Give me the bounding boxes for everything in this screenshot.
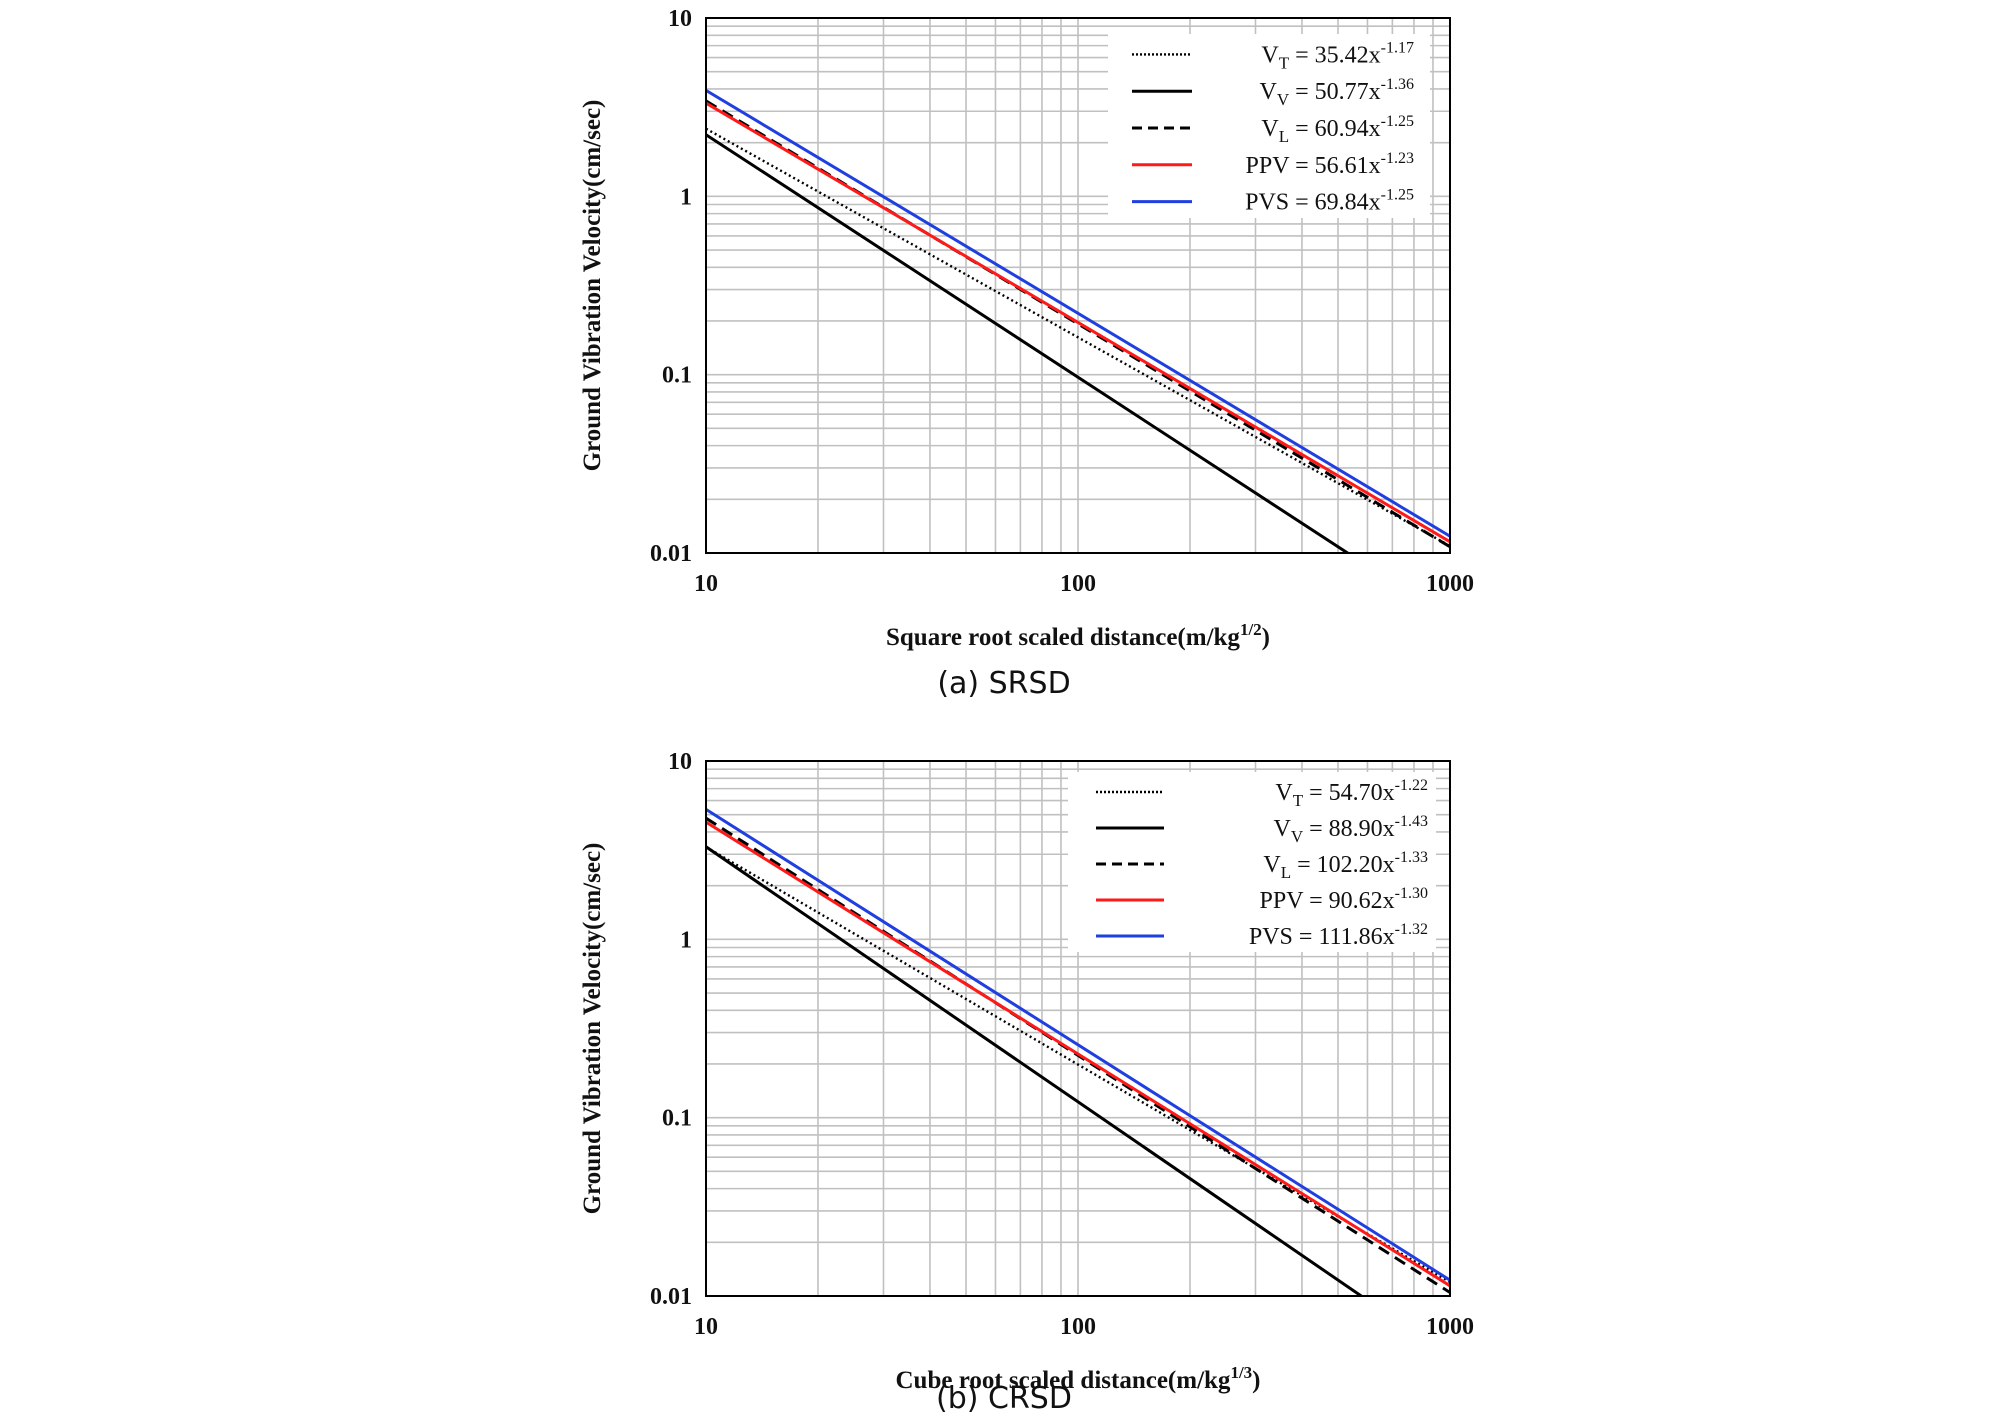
legend-label-5: PVS = 69.84x-1.25 bbox=[1245, 187, 1414, 216]
x-tick-label: 100 bbox=[1060, 571, 1096, 597]
series-group bbox=[706, 808, 1450, 1296]
series-line-5 bbox=[706, 808, 1450, 1282]
legend-label-3: VL = 102.20x-1.33 bbox=[1263, 849, 1428, 882]
y-tick-label: 0.01 bbox=[650, 1284, 692, 1310]
chart-srsd: 10 100 1000 10 1 0.1 0.01 Square root scaled di… bbox=[579, 6, 1474, 651]
caption-crsd: (b) CRSD bbox=[936, 1381, 1072, 1416]
legend-label-5: PVS = 111.86x-1.32 bbox=[1249, 921, 1428, 950]
legend-label-4: PPV = 56.61x-1.23 bbox=[1246, 150, 1414, 179]
x-axis-label: Cube root scaled distance(m/kg1/3) bbox=[895, 1363, 1260, 1394]
series-line-1 bbox=[706, 845, 1450, 1284]
legend-label-4: PPV = 90.62x-1.30 bbox=[1260, 885, 1428, 914]
y-tick-label: 0.1 bbox=[662, 1106, 692, 1132]
legend-label-3: VL = 60.94x-1.25 bbox=[1261, 113, 1414, 146]
y-tick-label: 0.1 bbox=[662, 363, 692, 389]
x-tick-label: 10 bbox=[694, 571, 718, 597]
legend: VT = 35.42x-1.17 VV = 50.77x-1.36 VL = 60.… bbox=[1108, 34, 1430, 218]
caption-srsd: (a) SRSD bbox=[937, 666, 1070, 701]
series-line-4 bbox=[706, 101, 1450, 544]
y-tick-label: 10 bbox=[668, 6, 692, 32]
legend-label-2: VV = 50.77x-1.36 bbox=[1260, 76, 1415, 109]
plot-frame bbox=[705, 17, 1451, 554]
y-axis-label: Ground Vibration Velocity(cm/sec) bbox=[579, 843, 606, 1215]
series-line-1 bbox=[706, 127, 1450, 548]
x-tick-label: 1000 bbox=[1426, 1314, 1474, 1340]
series-line-2 bbox=[706, 845, 1364, 1296]
y-tick-label: 0.01 bbox=[650, 541, 692, 567]
x-tick-label: 1000 bbox=[1426, 571, 1474, 597]
series-line-4 bbox=[706, 820, 1450, 1288]
legend-box bbox=[1068, 772, 1436, 952]
x-tick-label: 100 bbox=[1060, 1314, 1096, 1340]
series-group bbox=[706, 89, 1450, 553]
legend-label-2: VV = 88.90x-1.43 bbox=[1274, 813, 1429, 846]
series-line-2 bbox=[706, 133, 1351, 553]
plot-frame bbox=[705, 760, 1451, 1297]
legend-label-1: VT = 35.42x-1.17 bbox=[1261, 39, 1414, 72]
x-tick-label: 10 bbox=[694, 1314, 718, 1340]
legend-box bbox=[1108, 34, 1430, 218]
legend-label-1: VT = 54.70x-1.22 bbox=[1275, 777, 1428, 810]
y-tick-label: 10 bbox=[668, 749, 692, 775]
y-axis-label: Ground Vibration Velocity(cm/sec) bbox=[579, 100, 606, 472]
series-line-5 bbox=[706, 89, 1450, 538]
y-tick-label: 1 bbox=[680, 184, 692, 210]
chart-crsd: 10 100 1000 10 1 0.1 0.01 Cube root scaled dist… bbox=[579, 749, 1474, 1394]
x-axis-label: Square root scaled distance(m/kg1/2) bbox=[886, 620, 1270, 651]
y-tick-label: 1 bbox=[680, 927, 692, 953]
